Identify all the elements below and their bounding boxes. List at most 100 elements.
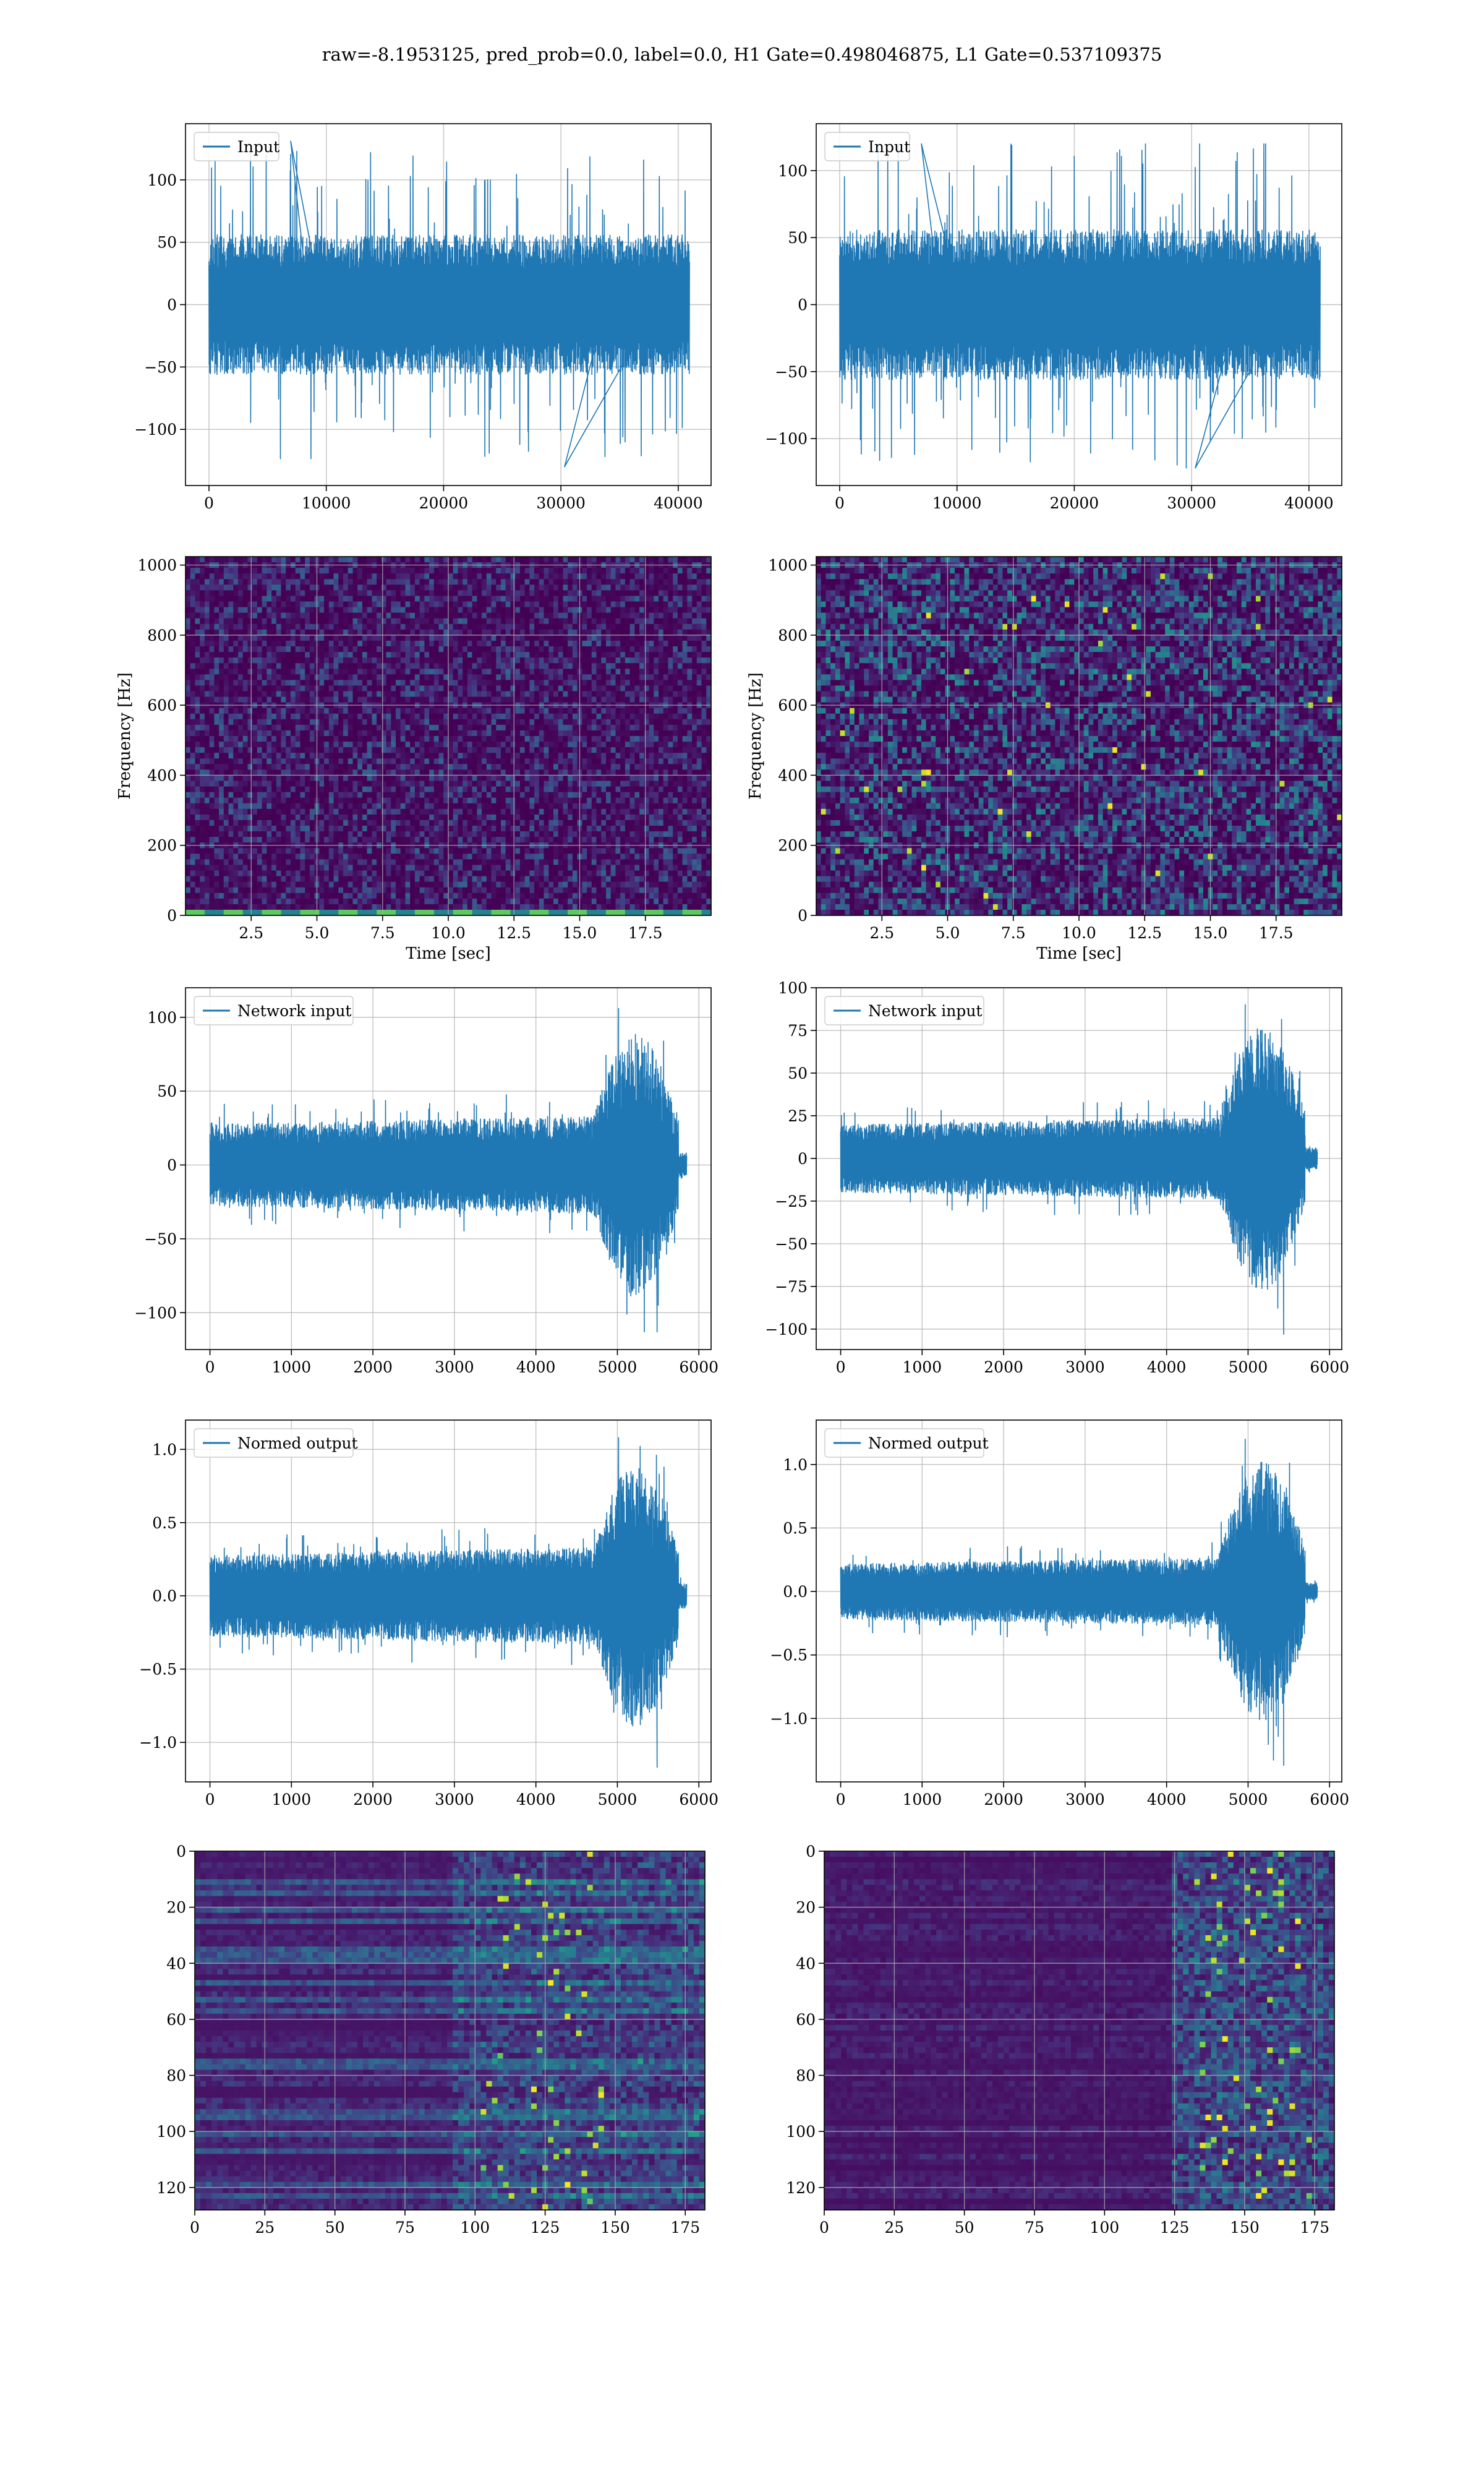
spectrogram-h1-cell — [252, 837, 258, 843]
spectrogram-h1-cell — [271, 781, 277, 787]
spectrogram-h1-cell — [328, 837, 335, 843]
spectrogram-h1-cell — [190, 590, 195, 597]
spectrogram-h1-cell — [453, 691, 458, 698]
spectrogram-h1-cell — [381, 831, 387, 837]
spectrogram-h1-cell — [405, 584, 411, 591]
spectrogram-h1-cell — [400, 674, 406, 680]
spectrogram-h1-cell — [419, 881, 425, 888]
spectrogram-h1-cell — [467, 876, 473, 883]
spectrogram-h1-cell — [419, 713, 425, 720]
spectrogram-h1-cell — [291, 881, 296, 888]
spectrogram-h1-cell — [305, 669, 310, 675]
spectrogram-h1-cell — [252, 887, 258, 894]
spectrogram-h1-cell — [539, 724, 545, 731]
spectrogram-h1-cell — [501, 640, 506, 647]
spectrogram-h1-cell — [238, 758, 244, 764]
spectrogram-h1-cell — [377, 865, 382, 871]
spectrogram-h1-cell — [491, 596, 497, 602]
spectrogram-h1-cell — [438, 736, 444, 742]
spectrogram-h1-cell — [190, 680, 195, 687]
spectrogram-h1-cell — [377, 618, 382, 625]
spectrogram-h1-cell — [262, 769, 267, 776]
spectrogram-h1-cell — [328, 775, 335, 782]
spectrogram-h1-cell — [372, 887, 377, 894]
spectrogram-h1-cell — [257, 557, 263, 563]
spectrogram-h1-cell — [419, 612, 425, 619]
spectrogram-h1-cell — [477, 640, 482, 647]
spectrogram-h1-cell — [219, 859, 224, 866]
spectrogram-h1-cell — [252, 618, 258, 625]
spectrogram-h1-cell — [433, 814, 440, 821]
spectrogram-h1-cell — [405, 769, 411, 776]
spectrogram-h1-cell — [228, 792, 234, 798]
spectrogram-h1-cell — [190, 758, 195, 764]
spectrogram-h1-cell — [386, 837, 391, 843]
spectrogram-h1-cells — [186, 557, 712, 916]
spectrogram-h1-cell — [305, 568, 310, 574]
spectrogram-h1-cell — [190, 753, 195, 759]
spectrogram-h1-cell — [348, 623, 353, 630]
spectrogram-h1-cell — [276, 865, 282, 871]
spectrogram-h1-cell — [223, 596, 229, 602]
spectrogram-h1-cell — [424, 747, 430, 753]
spectrogram-h1-cell — [295, 764, 301, 770]
spectrogram-h1-cell — [362, 590, 368, 597]
spectrogram-h1-cell — [396, 680, 401, 687]
spectrogram-h1-cell — [247, 573, 253, 580]
spectrogram-h1-cell — [544, 730, 549, 737]
spectrogram-h1-cell — [438, 635, 444, 641]
spectrogram-h1-cell — [377, 781, 382, 787]
spectrogram-h1-cell — [209, 837, 215, 843]
spectrogram-h1-cell — [524, 865, 530, 871]
spectrogram-h1-cell — [515, 573, 521, 580]
spectrogram-h1-cell — [405, 612, 411, 619]
spectrogram-h1-cell — [262, 568, 267, 574]
spectrogram-h1-cell — [200, 870, 205, 877]
spectrogram-h1-cell — [333, 596, 339, 602]
spectrogram-h1-cell — [228, 736, 234, 742]
spectrogram-h1-cell — [338, 769, 344, 776]
spectrogram-h1-cell — [429, 680, 435, 687]
spectrogram-h1-cell — [348, 837, 353, 843]
spectrogram-h1-cell — [300, 898, 305, 905]
spectrogram-h1-cell — [357, 713, 363, 720]
spectrogram-h1-cell — [381, 769, 387, 776]
spectrogram-h1-cell — [429, 808, 435, 815]
spectrogram-h1-cell — [472, 904, 477, 910]
spectrogram-h1-cell — [324, 629, 330, 636]
spectrogram-h1-cell — [204, 713, 210, 720]
spectrogram-h1-cell — [267, 808, 272, 815]
spectrogram-h1-cell — [200, 590, 205, 597]
spectrogram-h1-cell — [410, 892, 416, 899]
spectrogram-h1-cell — [453, 629, 458, 636]
spectrogram-h1-cell — [482, 764, 487, 770]
spectrogram-h1-cell — [377, 730, 382, 737]
spectrogram-h1-cell — [424, 618, 430, 625]
spectrogram-h1-cell — [233, 724, 239, 731]
spectrogram-h1-cell — [252, 557, 258, 563]
spectrogram-h1-cell — [357, 708, 363, 714]
spectrogram-h1-cell — [491, 820, 497, 826]
spectrogram-h1-cell — [352, 696, 358, 703]
spectrogram-h1-cell — [247, 803, 253, 810]
spectrogram-h1-cell — [291, 797, 296, 804]
spectrogram-h1-cell — [433, 898, 440, 905]
spectrogram-h1-cell — [396, 837, 401, 843]
spectrogram-h1-cell — [405, 881, 411, 888]
spectrogram-h1-cell — [238, 837, 244, 843]
spectrogram-h1-cell — [419, 898, 425, 905]
spectrogram-h1-cell — [496, 797, 501, 804]
spectrogram-h1-cell — [190, 652, 195, 658]
spectrogram-h1-cell — [186, 652, 191, 658]
spectrogram-h1-cell — [238, 881, 244, 888]
spectrogram-h1-cell — [238, 792, 244, 798]
spectrogram-h1-cell — [515, 629, 521, 636]
spectrogram-h1-cell — [519, 892, 526, 899]
spectrogram-h1-cell — [223, 618, 229, 625]
spectrogram-h1-cell — [424, 820, 430, 826]
spectrogram-h1-cell — [276, 573, 282, 580]
spectrogram-h1-cell — [482, 820, 487, 826]
spectrogram-h1-cell — [267, 881, 272, 888]
spectrogram-h1-cell — [276, 786, 282, 793]
spectrogram-h1-cell — [448, 612, 454, 619]
